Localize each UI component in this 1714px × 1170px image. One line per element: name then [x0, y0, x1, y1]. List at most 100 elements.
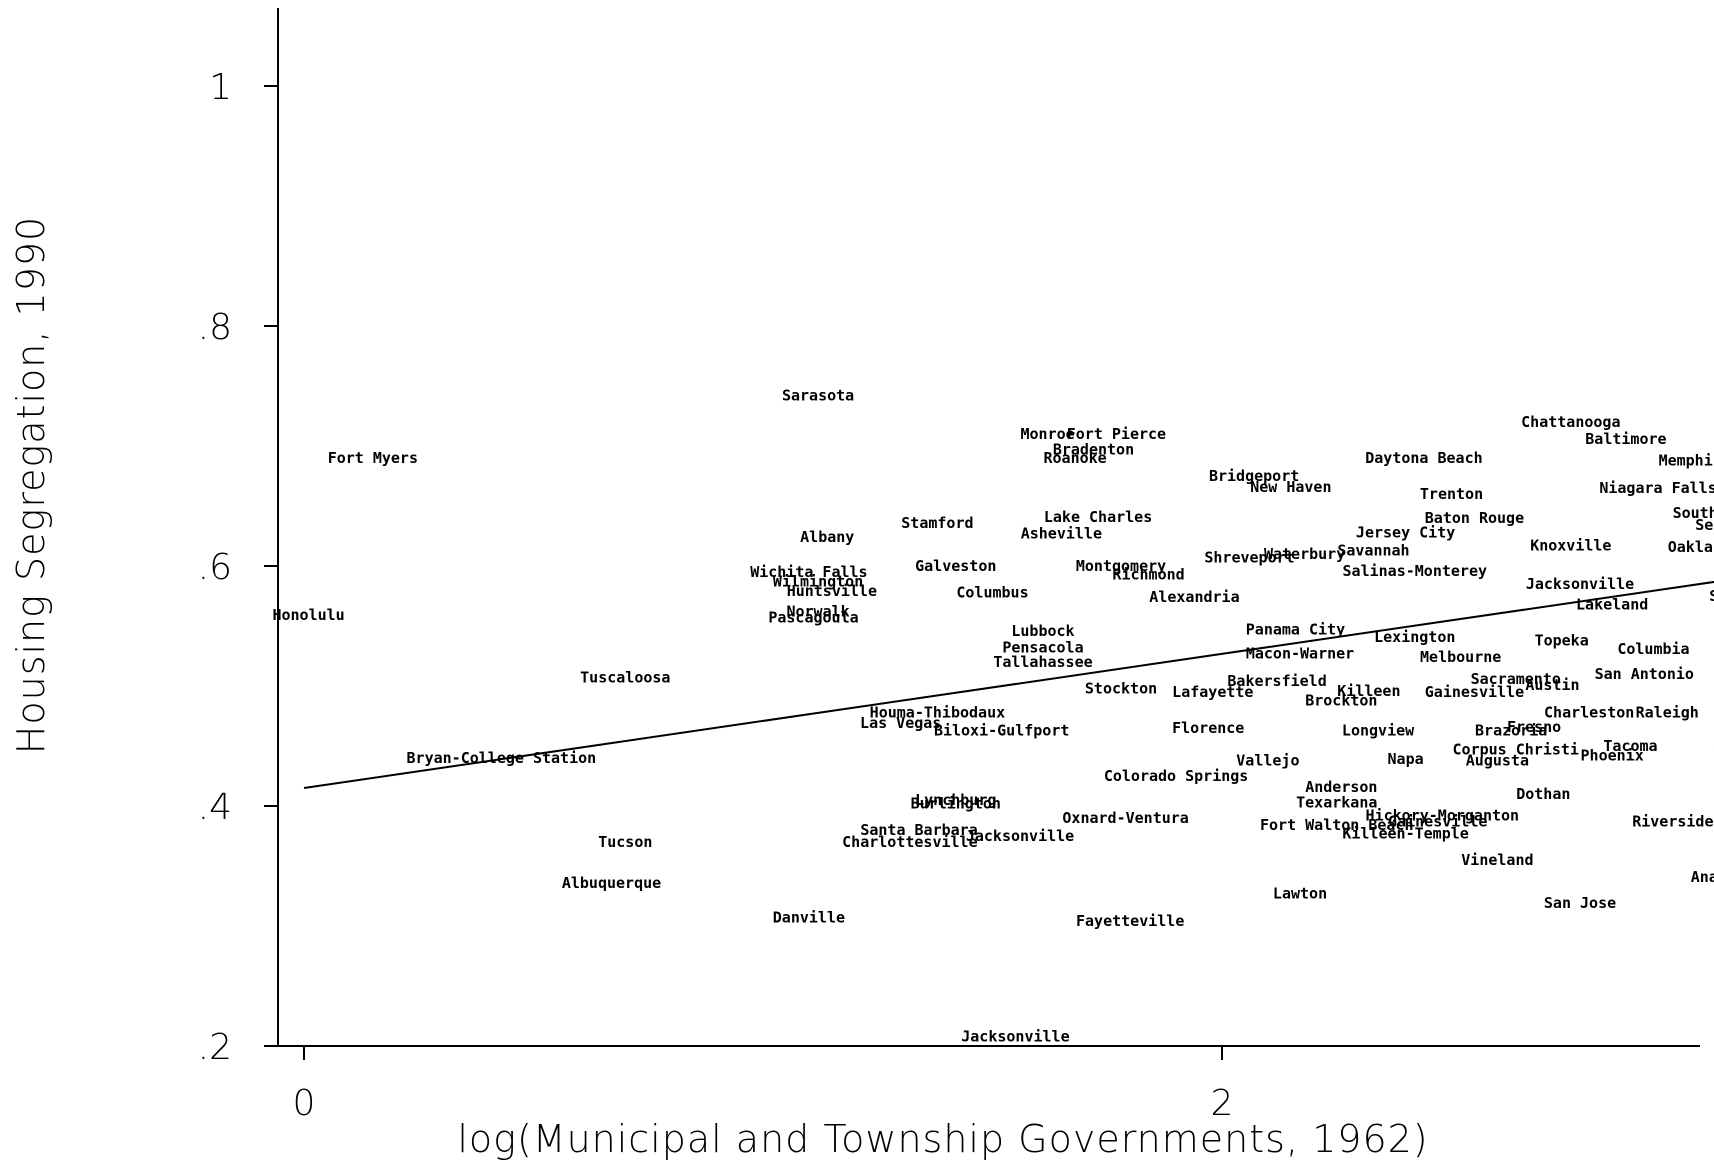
data-point-label: Brazoria	[1475, 721, 1547, 739]
data-point-label: Florence	[1172, 719, 1244, 737]
data-point-label: Lubbock	[1011, 622, 1074, 640]
data-point-label: Oxnard-Ventura	[1062, 809, 1188, 827]
data-point-label: Lexington	[1374, 628, 1455, 646]
data-point-label: Killeen-Temple	[1342, 825, 1468, 843]
y-tick-label: .4	[198, 787, 232, 828]
data-point-label: Jacksonville	[966, 827, 1074, 845]
data-point-label: Norwalk	[786, 603, 849, 621]
data-point-label: Albuquerque	[562, 874, 661, 892]
data-point-label: Chattanooga	[1521, 413, 1620, 431]
data-point-label: Charleston	[1544, 703, 1634, 721]
data-point-label: Niagara Falls	[1599, 479, 1714, 497]
data-point-label: Riverside-San Bernadino	[1632, 813, 1714, 831]
data-point-label: Sacramento	[1471, 670, 1561, 688]
data-point-label: San Jose	[1544, 894, 1616, 912]
data-point-label: Stockton	[1085, 679, 1157, 697]
axes	[268, 8, 1700, 1047]
data-point-label: Gainesville	[1388, 813, 1487, 831]
x-tick-label: 2	[1211, 1083, 1234, 1124]
data-point-label: Pascagoula	[768, 609, 858, 627]
data-point-label: Seattle	[1695, 516, 1714, 534]
data-point-label: Fort Myers	[328, 449, 418, 467]
data-point-label: Fort Pierce	[1067, 425, 1166, 443]
data-point-label: Biloxi-Gulfport	[934, 721, 1069, 739]
data-point-label: Lafayette	[1172, 683, 1253, 701]
data-point-label: Oakland	[1668, 538, 1714, 556]
y-tick-label: .6	[198, 547, 232, 588]
y-axis-title: Housing Segregation, 1990	[9, 216, 53, 754]
data-point-label: Montgomery	[1076, 557, 1166, 575]
data-point-label: Lake Charles	[1044, 508, 1152, 526]
data-point-label: San Diego	[1709, 587, 1714, 605]
x-tick-label: 0	[293, 1083, 316, 1124]
data-point-label: Anaheim	[1691, 868, 1714, 886]
data-point-label: Texarkana	[1296, 793, 1377, 811]
data-point-label: Panama City	[1246, 621, 1345, 639]
data-point-label: Charlottesville	[842, 833, 977, 851]
data-point-label: Vallejo	[1236, 751, 1299, 769]
y-ticks: .2 .4 .6 .8 1	[198, 67, 278, 1068]
data-point-label: Houma-Thibodaux	[870, 703, 1005, 721]
data-point-label: Shreveport	[1204, 549, 1294, 567]
y-tick-label: .2	[198, 1027, 232, 1068]
data-point-label: Fayetteville	[1076, 912, 1184, 930]
data-point-label: Longview	[1342, 721, 1415, 739]
data-point-label: Tuscaloosa	[580, 669, 670, 687]
data-point-label: Napa	[1388, 750, 1424, 768]
data-point-label: Waterbury	[1264, 545, 1345, 563]
fit-line	[303, 580, 1714, 789]
data-point-label: Lynchburg	[915, 791, 996, 809]
data-point-label: Baltimore	[1585, 430, 1666, 448]
data-point-label: Augusta	[1466, 751, 1529, 769]
data-point-label: Austin	[1525, 676, 1579, 694]
data-point-label: Raleigh	[1636, 703, 1699, 721]
data-point-label: Sarasota	[782, 387, 854, 405]
data-point-label: Pensacola	[1002, 639, 1083, 657]
data-point-label: Danville	[773, 909, 845, 927]
data-point-label: Albany	[800, 528, 854, 546]
data-point-label: Daytona Beach	[1365, 449, 1482, 467]
data-point-label: Fort Walton Beach	[1260, 816, 1414, 834]
data-point-label: Melbourne	[1420, 648, 1501, 666]
data-point-label: New Haven	[1250, 478, 1331, 496]
data-point-label: Anderson	[1305, 778, 1377, 796]
data-point-label: Lawton	[1273, 885, 1327, 903]
y-tick-label: .8	[198, 307, 232, 348]
data-point-label: Bakersfield	[1227, 672, 1326, 690]
data-point-label: Huntsville	[787, 582, 877, 600]
data-point-label: Salinas-Monterey	[1343, 562, 1488, 580]
data-point-label: Bryan-College Station	[407, 749, 597, 767]
data-point-label: Phoenix	[1581, 747, 1644, 765]
data-point-label: Gainesville	[1425, 683, 1524, 701]
data-point-label: Dothan	[1516, 785, 1570, 803]
data-point-label: Macon-Warner	[1246, 645, 1354, 663]
data-point-label: Wilmington	[773, 573, 863, 591]
data-point-label: Richmond	[1112, 565, 1184, 583]
data-points: DetroitGaryClevelandChicagoMilwaukeeFlin…	[272, 387, 1714, 1046]
data-point-label: Topeka	[1535, 631, 1589, 649]
data-point-label: Monroe	[1020, 425, 1074, 443]
data-point-label: Burlington	[911, 795, 1001, 813]
data-point-label: Honolulu	[272, 606, 344, 624]
data-point-label: Las Vegas	[860, 714, 941, 732]
data-point-label: Tacoma	[1603, 737, 1657, 755]
x-ticks: 0246	[293, 1046, 1234, 1124]
data-point-label: Columbus	[956, 583, 1028, 601]
data-point-label: Killeen	[1337, 682, 1400, 700]
data-point-label: Savannah	[1337, 541, 1409, 559]
data-point-label: Galveston	[915, 557, 996, 575]
data-point-label: Bridgeport	[1209, 467, 1299, 485]
data-point-label: Memphis	[1659, 451, 1714, 469]
data-point-label: Brockton	[1305, 691, 1377, 709]
data-point-label: Tallahassee	[993, 653, 1092, 671]
data-point-label: South Bend	[1673, 504, 1714, 522]
data-point-label: Hickory-Morganton	[1366, 807, 1520, 825]
data-point-label: Jersey City	[1356, 523, 1455, 541]
data-point-label: Jacksonville	[961, 1027, 1069, 1045]
data-point-label: Jacksonville	[1526, 575, 1634, 593]
data-point-label: Wichita Falls	[750, 563, 867, 581]
data-point-label: San Antonio	[1595, 665, 1694, 683]
data-point-label: Santa Barbara	[860, 821, 977, 839]
data-point-label: Bradenton	[1053, 441, 1134, 459]
